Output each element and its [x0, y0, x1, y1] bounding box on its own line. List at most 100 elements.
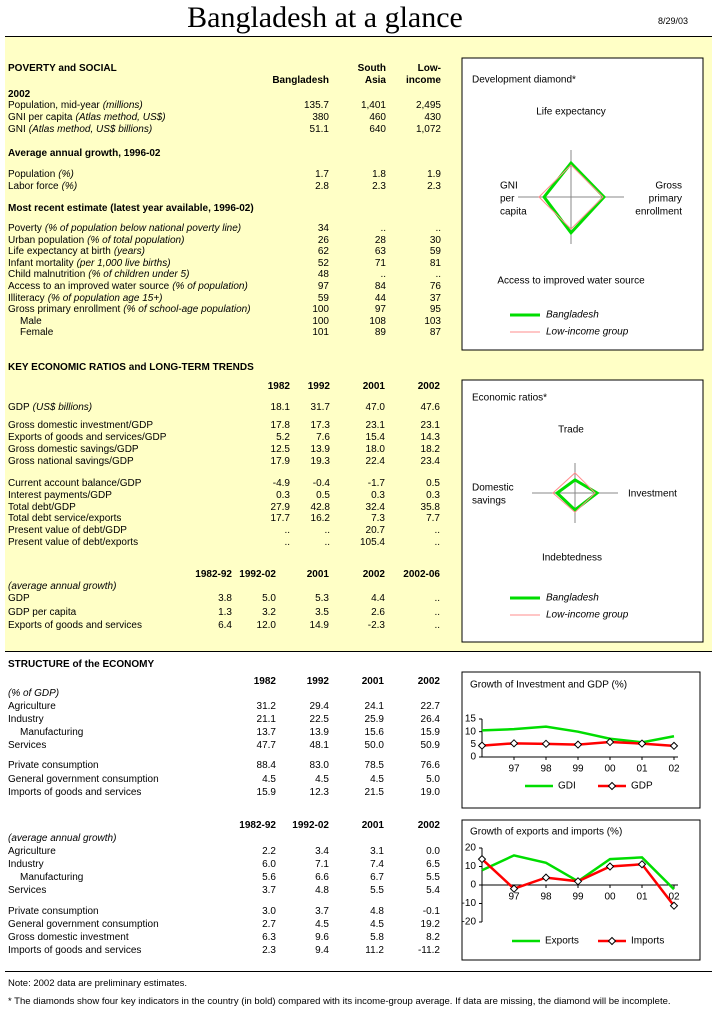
column-header: 2001 — [361, 820, 384, 831]
row-label: Exports of goods and services — [8, 619, 142, 633]
row-label: Present value of debt/GDP — [8, 524, 127, 538]
cell: 4.4 — [371, 593, 385, 604]
cell: 76.6 — [420, 760, 440, 771]
cell: 6.3 — [262, 932, 276, 943]
row-label: Services — [8, 884, 46, 898]
cell: 22.5 — [309, 714, 329, 725]
cell: 51.1 — [309, 124, 329, 135]
cell: 5.4 — [426, 885, 440, 896]
column-header: 2002 — [362, 569, 385, 580]
cell: 18.1 — [270, 402, 290, 413]
cell: 1,401 — [360, 100, 386, 111]
cell: 0.5 — [316, 489, 330, 501]
cell: 8.2 — [426, 932, 440, 943]
row-label: Female — [20, 326, 53, 340]
cell: 18.0 — [365, 444, 385, 455]
cell: 1.8 — [372, 169, 386, 180]
cell: 15.9 — [420, 727, 440, 738]
column-header: Bangladesh — [272, 75, 329, 86]
x-tick-label: 97 — [508, 892, 520, 903]
point-marker — [477, 741, 487, 750]
row-label: GDP (US$ billions) — [8, 401, 92, 415]
label: Exports of goods and services/GDP — [8, 432, 167, 443]
separator — [5, 971, 712, 972]
axis-label: Indebtedness — [542, 553, 602, 564]
cell: 48.1 — [309, 740, 329, 751]
row-label: Interest payments/GDP — [8, 489, 112, 503]
row-label: Gross primary enrollment (% of school-age… — [8, 303, 251, 317]
label: Services — [8, 740, 47, 751]
page-title: Bangladesh at a glance — [187, 1, 463, 34]
cell: 50.0 — [364, 740, 384, 751]
note: * The diamonds show four key indicators … — [8, 996, 671, 1007]
unit-note: (% of population) — [172, 281, 248, 292]
cell: 47.0 — [365, 402, 385, 413]
cell: .. — [434, 537, 440, 548]
label: General government consumption — [8, 919, 159, 930]
cell: -0.1 — [422, 906, 440, 917]
column-header: 2002 — [417, 676, 440, 687]
unit-note: (Atlas method, US$ billions) — [28, 124, 153, 135]
point-marker — [477, 854, 487, 864]
cell: 25.9 — [364, 714, 384, 725]
axis-label: per — [500, 194, 515, 205]
cell: 2.2 — [262, 846, 276, 857]
label: Imports of goods and services — [8, 787, 142, 798]
x-tick-label: 98 — [540, 892, 552, 903]
cell: 47.7 — [256, 740, 276, 751]
note: Note: 2002 data are preliminary estimate… — [8, 978, 188, 989]
column-header: 2002 — [417, 381, 440, 392]
row-label: General government consumption — [8, 773, 159, 787]
cell: 59 — [429, 246, 441, 258]
x-tick-label: 98 — [540, 764, 552, 775]
legend-label: Low-income group — [546, 610, 629, 621]
cell: 14.9 — [309, 620, 329, 631]
label: General government consumption — [8, 773, 159, 785]
row-label: Imports of goods and services — [8, 944, 141, 958]
label: Exports of goods and services — [8, 620, 142, 631]
cell: 7.1 — [315, 859, 329, 870]
row-label: GDP — [8, 592, 30, 606]
cell: 23.1 — [365, 420, 385, 431]
cell: 29.4 — [309, 701, 329, 712]
cell: 2.3 — [427, 181, 441, 192]
cell: 1.9 — [427, 169, 441, 180]
cell: -2.3 — [367, 620, 385, 631]
cell: 42.8 — [310, 501, 330, 513]
cell: 13.7 — [256, 727, 276, 738]
cell: 430 — [424, 112, 441, 123]
cell: 78.5 — [364, 760, 384, 771]
cell: 3.1 — [370, 846, 384, 857]
x-tick-label: 97 — [508, 764, 520, 775]
x-tick-label: 99 — [572, 892, 584, 903]
column-header: 2001 — [361, 676, 384, 687]
panel — [461, 379, 704, 643]
cell: 50.9 — [420, 740, 440, 751]
point-marker — [573, 740, 583, 749]
cell: 6.6 — [315, 872, 329, 883]
row-label: Population (%) — [8, 168, 74, 182]
cell: .. — [284, 525, 290, 537]
cell: 1.7 — [315, 169, 329, 180]
row-label: Population, mid-year (millions) — [8, 99, 143, 113]
point-marker — [541, 739, 551, 749]
label: Child malnutrition — [8, 269, 86, 281]
legend-label: Bangladesh — [546, 593, 599, 604]
point-marker — [605, 862, 615, 871]
label: GNI per capita — [8, 112, 73, 123]
y-tick-label: 10 — [465, 861, 477, 872]
cell: 100 — [312, 304, 329, 316]
cell: 47.6 — [420, 402, 440, 413]
cell: 63 — [374, 246, 386, 258]
label: Agriculture — [8, 846, 56, 857]
cell: 6.5 — [426, 859, 440, 870]
row-label: General government consumption — [8, 918, 159, 932]
cell: 15.9 — [256, 787, 276, 798]
y-tick-label: 20 — [465, 843, 477, 854]
cell: 7.4 — [370, 859, 384, 870]
chart-title: Growth of Investment and GDP (%) — [470, 680, 627, 691]
row-label: Services — [8, 739, 46, 753]
row-label: Gross domestic savings/GDP — [8, 443, 139, 457]
x-tick-label: 00 — [604, 764, 616, 775]
cell: 32.4 — [365, 501, 385, 513]
